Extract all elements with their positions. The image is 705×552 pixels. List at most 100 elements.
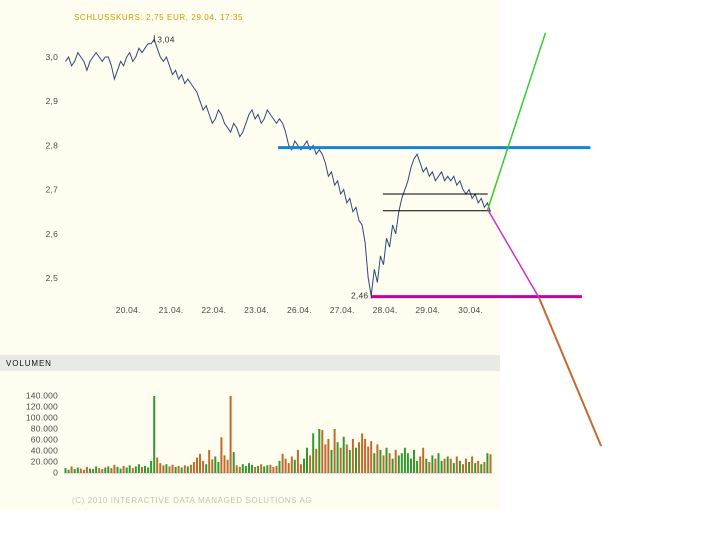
date-tick-label: 27.04. (330, 305, 355, 315)
volume-bar (98, 468, 101, 473)
volume-bar (104, 467, 107, 473)
volume-bar (186, 466, 189, 473)
volume-bar (471, 456, 474, 473)
date-tick-label: 23.04. (244, 305, 269, 315)
chart-panel-background (0, 0, 500, 510)
volume-bar (70, 466, 73, 473)
copyright-text: (C) 2010 INTERACTIVE DATA MANAGED SOLUTI… (72, 496, 313, 505)
volume-bar (312, 433, 315, 473)
volume-bar (434, 458, 437, 473)
volume-bar (284, 458, 287, 473)
volume-bar (376, 444, 379, 473)
volume-bar (260, 464, 263, 473)
date-tick-label: 20.04. (116, 305, 141, 315)
volume-bar (159, 463, 162, 473)
volume-bar (413, 449, 415, 473)
volume-bar (180, 467, 183, 473)
volume-bar (315, 448, 318, 473)
volume-bar (183, 465, 186, 473)
volume-bar (483, 462, 486, 473)
volume-bar (251, 464, 253, 474)
volume-bar (144, 465, 146, 473)
overlay-trend-violet-down[interactable] (487, 209, 540, 299)
volume-bar (64, 468, 67, 473)
volume-bar (211, 459, 214, 474)
volume-bar (293, 459, 296, 473)
price-ytick-label: 3,0 (46, 52, 58, 62)
volume-bar (373, 453, 376, 473)
volume-bar (443, 458, 446, 473)
volume-bar (171, 464, 174, 474)
volume-bar (223, 455, 226, 473)
date-tick-label: 22.04. (201, 305, 226, 315)
volume-bar (458, 460, 461, 473)
volume-bar (358, 442, 360, 473)
volume-bar (110, 468, 113, 473)
volume-bar (257, 465, 260, 473)
volume-bar (355, 447, 357, 473)
volume-bar (452, 463, 455, 473)
volume-bar (462, 464, 464, 473)
volume-bar (324, 444, 327, 473)
overlay-trend-orange-down[interactable] (538, 297, 603, 447)
volume-bar (116, 466, 119, 473)
volume-ytick-label: 60.000 (31, 435, 58, 445)
volume-bar (403, 447, 406, 473)
volume-bar (419, 456, 422, 473)
date-tick-label: 28.04. (373, 305, 398, 315)
volume-bar (131, 468, 134, 473)
volume-bar (318, 429, 321, 473)
volume-ytick-label: 20.000 (31, 457, 58, 467)
volume-bar (367, 446, 370, 473)
volume-bar (244, 465, 247, 473)
volume-bar (336, 442, 339, 473)
volume-bar (348, 449, 351, 473)
volume-bar (306, 447, 308, 473)
price-line (65, 38, 491, 296)
volume-bar (303, 458, 305, 473)
volume-bar (299, 464, 302, 473)
volume-bar (330, 449, 333, 473)
volume-bar (309, 455, 312, 473)
volume-bar (281, 453, 284, 474)
volume-bar (370, 441, 373, 473)
volume-bar (174, 466, 177, 473)
volume-bar (238, 466, 241, 473)
volume-bar (385, 447, 388, 473)
volume-bar (248, 463, 250, 473)
volume-bar (321, 430, 324, 473)
volume-bar (333, 429, 336, 473)
volume-bar (351, 438, 354, 473)
volume-bar (254, 466, 257, 473)
volume-bar (67, 469, 70, 473)
volume-bar (382, 455, 385, 473)
volume-bar (220, 437, 223, 474)
date-tick-label: 29.04. (415, 305, 440, 315)
volume-bar (162, 465, 165, 473)
volume-bar (425, 458, 428, 473)
price-ytick-label: 2,7 (46, 185, 58, 195)
volume-ytick-label: 80.000 (31, 424, 58, 434)
volume-ytick-label: 140.000 (26, 391, 58, 401)
volume-bar (339, 447, 342, 473)
volume-ytick-label: 40.000 (31, 446, 58, 456)
volume-bar (410, 458, 412, 473)
volume-bar (428, 462, 431, 473)
volume-bar (266, 465, 269, 473)
volume-bar (141, 466, 143, 473)
volume-bar (229, 396, 232, 473)
volume-ytick-label: 120.000 (26, 402, 58, 412)
closing-price-title: SCHLUSSKURS: 2,75 EUR, 29.04. 17:35 (74, 13, 244, 22)
volume-bar (168, 466, 171, 473)
volume-bar (235, 465, 238, 473)
annotation-label: 2,46 (351, 291, 368, 301)
volume-bar (342, 436, 345, 473)
date-tick-label: 30.04. (458, 305, 483, 315)
volume-bar (364, 438, 367, 473)
volume-bar (208, 449, 211, 473)
volume-bar (400, 453, 403, 473)
volume-bar (214, 456, 217, 473)
overlay-trend-green-up[interactable] (486, 32, 547, 210)
volume-bar (107, 466, 110, 473)
